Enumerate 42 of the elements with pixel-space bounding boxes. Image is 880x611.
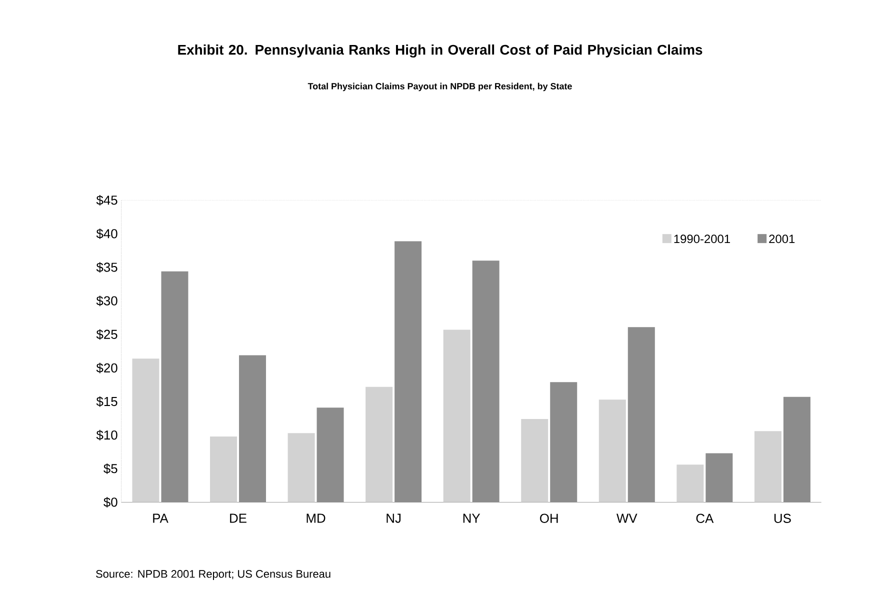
y-tick-label: $15	[96, 396, 118, 407]
bar	[783, 396, 810, 502]
y-tick-label: $30	[96, 296, 118, 306]
y-tick-label: $25	[96, 329, 118, 340]
y-tick-label: $10	[96, 430, 118, 440]
bar	[394, 241, 422, 502]
x-tick-label: DE	[230, 514, 246, 523]
x-tick-label: CA	[696, 514, 714, 523]
bar	[676, 464, 704, 502]
chart-subtitle: Total Physician Claims Payout in NPDB per Resident, by State	[308, 82, 572, 92]
source-note: Source: NPDB 2001 Report; US Census Bureau	[96, 570, 330, 580]
bar	[288, 433, 315, 502]
x-tick-label: MD	[306, 514, 326, 523]
x-tick-label: NJ	[386, 514, 401, 523]
bar	[210, 436, 238, 502]
bar	[316, 408, 344, 502]
bar	[472, 260, 500, 502]
bar	[550, 382, 578, 502]
y-tick-label: $40	[96, 228, 118, 240]
bar	[706, 453, 733, 502]
bar	[521, 419, 548, 502]
x-tick-label: WV	[616, 514, 638, 523]
y-tick-label: $35	[96, 262, 118, 273]
legend-label: 1990-2001	[674, 234, 730, 244]
bar	[132, 358, 160, 502]
bar	[598, 400, 626, 502]
bar	[443, 330, 470, 502]
x-tick-label: PA	[153, 514, 168, 523]
bar	[366, 386, 393, 502]
y-tick-label: $20	[96, 362, 118, 374]
x-tick-label: US	[774, 514, 791, 523]
legend-label: 2001	[769, 234, 795, 244]
y-tick-label: $5	[104, 463, 118, 474]
y-tick-label: $45	[96, 195, 118, 206]
bar	[628, 327, 655, 502]
bar	[239, 355, 266, 502]
bar	[754, 431, 782, 502]
x-tick-label: OH	[540, 514, 558, 523]
x-tick-label: NY	[463, 514, 480, 523]
bar	[161, 271, 188, 502]
y-tick-label: $0	[104, 497, 118, 508]
chart-title: Exhibit 20. Pennsylvania Ranks High in Overall Cost of Paid Physician Claims	[178, 44, 702, 58]
